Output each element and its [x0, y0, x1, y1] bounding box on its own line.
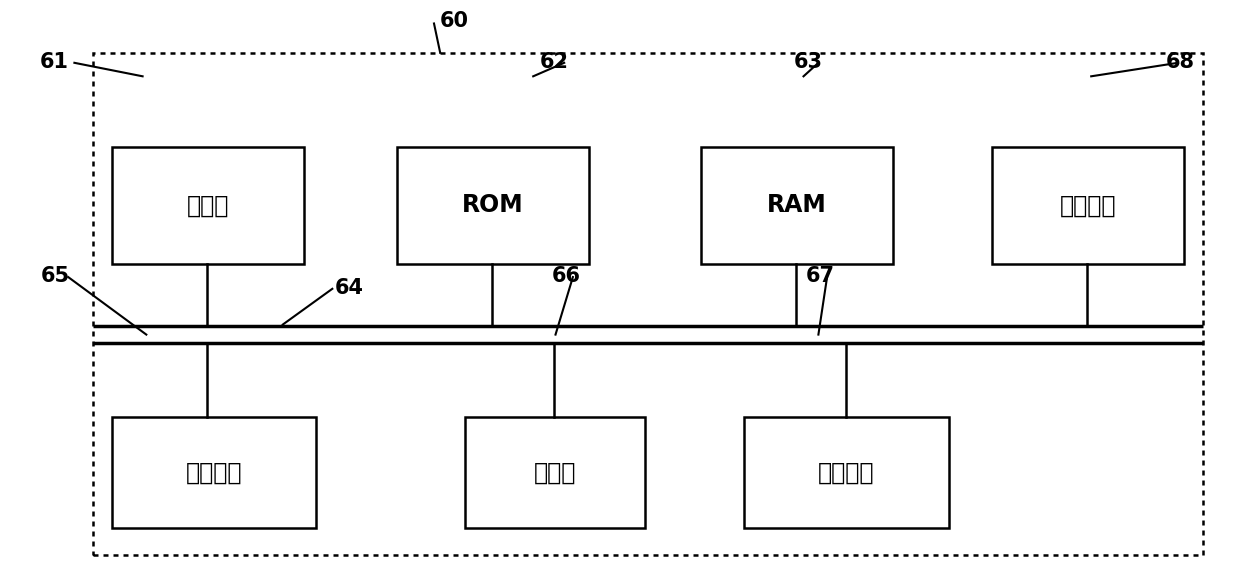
Bar [112, 147, 304, 264]
Text: 输入装置: 输入装置 [186, 461, 242, 484]
Text: 62: 62 [539, 52, 568, 72]
Text: RAM: RAM [766, 194, 827, 217]
Text: 66: 66 [552, 266, 580, 286]
Text: 65: 65 [41, 266, 69, 286]
Text: 68: 68 [1166, 52, 1194, 72]
Text: 显示装置: 显示装置 [818, 461, 874, 484]
Bar [112, 417, 316, 528]
Bar [397, 147, 589, 264]
Text: 接口单元: 接口单元 [1060, 194, 1116, 217]
Text: 存储器: 存储器 [186, 194, 229, 217]
Text: 63: 63 [794, 52, 822, 72]
Bar [93, 53, 1203, 555]
Text: ROM: ROM [463, 194, 523, 217]
Text: 60: 60 [440, 11, 469, 31]
Text: 处理器: 处理器 [533, 461, 577, 484]
Bar [992, 147, 1184, 264]
Bar [744, 417, 949, 528]
Text: 64: 64 [335, 278, 363, 298]
Bar [701, 147, 893, 264]
Text: 61: 61 [40, 52, 68, 72]
Bar [465, 417, 645, 528]
Text: 67: 67 [806, 266, 835, 286]
